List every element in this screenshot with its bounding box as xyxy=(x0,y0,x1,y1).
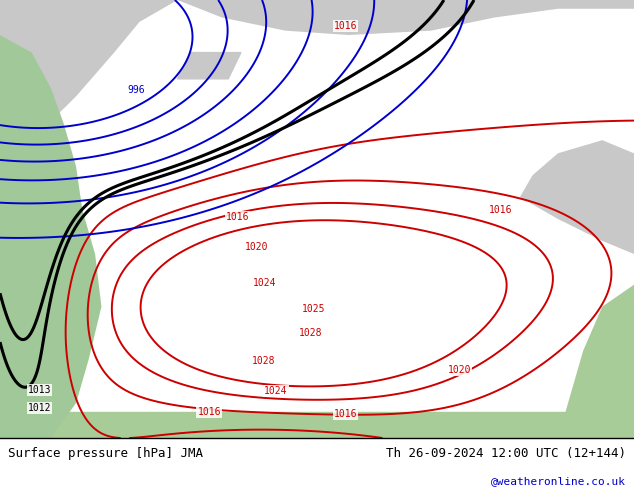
Text: Th 26-09-2024 12:00 UTC (12+144): Th 26-09-2024 12:00 UTC (12+144) xyxy=(385,447,626,460)
Text: 1020: 1020 xyxy=(245,243,269,252)
Text: 1016: 1016 xyxy=(226,212,250,222)
Text: 1024: 1024 xyxy=(264,386,288,396)
Text: 996: 996 xyxy=(127,85,145,95)
Text: 1028: 1028 xyxy=(251,356,275,367)
Text: 1012: 1012 xyxy=(27,403,51,413)
Text: 1020: 1020 xyxy=(448,365,472,375)
Polygon shape xyxy=(178,52,241,79)
Text: @weatheronline.co.uk: @weatheronline.co.uk xyxy=(491,476,626,486)
Text: 1016: 1016 xyxy=(333,21,358,31)
Text: 1028: 1028 xyxy=(299,328,323,338)
Polygon shape xyxy=(349,416,456,438)
Text: Surface pressure [hPa] JMA: Surface pressure [hPa] JMA xyxy=(8,447,204,460)
Text: 1016: 1016 xyxy=(489,205,513,215)
Polygon shape xyxy=(558,285,634,438)
Text: 1013: 1013 xyxy=(27,385,51,395)
Polygon shape xyxy=(0,412,634,438)
Polygon shape xyxy=(0,35,101,438)
Text: 1016: 1016 xyxy=(197,407,221,416)
Polygon shape xyxy=(0,0,178,167)
Text: 1016: 1016 xyxy=(333,409,358,419)
Polygon shape xyxy=(178,0,634,35)
Text: 1025: 1025 xyxy=(302,304,326,314)
Text: 1024: 1024 xyxy=(253,277,277,288)
Polygon shape xyxy=(520,140,634,254)
